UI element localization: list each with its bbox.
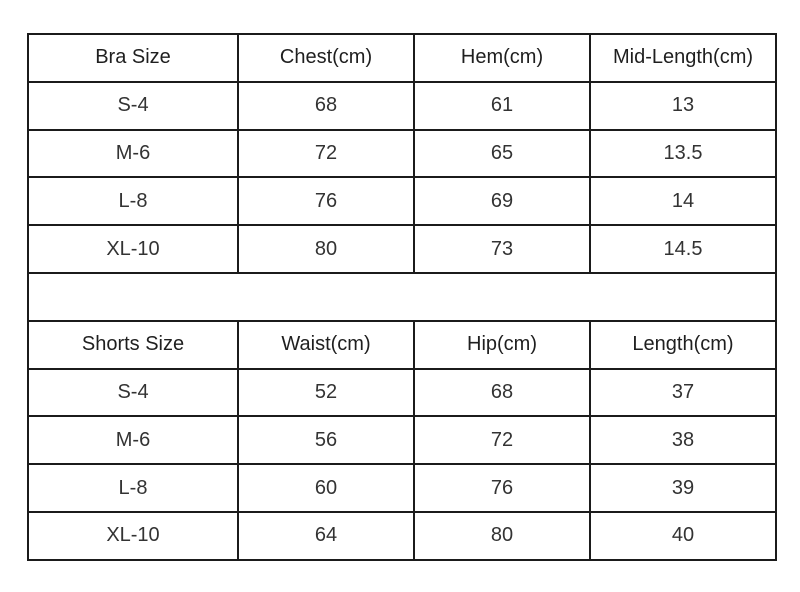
value-cell: 72 xyxy=(237,128,415,179)
value-cell: 13.5 xyxy=(589,128,777,179)
size-cell: M-6 xyxy=(27,415,239,466)
chest-column-header: Chest(cm) xyxy=(237,33,415,83)
size-cell: XL-10 xyxy=(27,224,239,274)
hem-column-header: Hem(cm) xyxy=(413,33,591,83)
mid-length-column-header: Mid-Length(cm) xyxy=(589,33,777,83)
shorts-row-s4: S-4 52 68 37 xyxy=(27,367,777,418)
length-column-header: Length(cm) xyxy=(589,319,777,370)
value-cell: 64 xyxy=(237,510,415,561)
value-cell: 65 xyxy=(413,128,591,179)
value-cell: 68 xyxy=(413,367,591,418)
hip-column-header: Hip(cm) xyxy=(413,319,591,370)
value-cell: 73 xyxy=(413,224,591,274)
value-cell: 52 xyxy=(237,367,415,418)
size-cell: S-4 xyxy=(27,367,239,418)
value-cell: 72 xyxy=(413,415,591,466)
size-cell: L-8 xyxy=(27,176,239,227)
size-cell: L-8 xyxy=(27,463,239,513)
size-cell: S-4 xyxy=(27,80,239,131)
size-chart-table: Bra Size Chest(cm) Hem(cm) Mid-Length(cm… xyxy=(27,33,777,561)
value-cell: 61 xyxy=(413,80,591,131)
shorts-size-column-header: Shorts Size xyxy=(27,319,239,370)
waist-column-header: Waist(cm) xyxy=(237,319,415,370)
value-cell: 60 xyxy=(237,463,415,513)
value-cell: 14 xyxy=(589,176,777,227)
bra-row-s4: S-4 68 61 13 xyxy=(27,80,777,131)
value-cell: 39 xyxy=(589,463,777,513)
bra-row-m6: M-6 72 65 13.5 xyxy=(27,128,777,179)
value-cell: 69 xyxy=(413,176,591,227)
value-cell: 37 xyxy=(589,367,777,418)
spacer-cell xyxy=(27,271,777,322)
value-cell: 38 xyxy=(589,415,777,466)
shorts-header-row: Shorts Size Waist(cm) Hip(cm) Length(cm) xyxy=(27,319,777,370)
value-cell: 80 xyxy=(413,510,591,561)
spacer-row xyxy=(27,271,777,322)
bra-size-column-header: Bra Size xyxy=(27,33,239,83)
bra-header-row: Bra Size Chest(cm) Hem(cm) Mid-Length(cm… xyxy=(27,33,777,83)
value-cell: 40 xyxy=(589,510,777,561)
shorts-row-l8: L-8 60 76 39 xyxy=(27,463,777,513)
value-cell: 56 xyxy=(237,415,415,466)
size-cell: M-6 xyxy=(27,128,239,179)
size-cell: XL-10 xyxy=(27,510,239,561)
shorts-row-m6: M-6 56 72 38 xyxy=(27,415,777,466)
value-cell: 80 xyxy=(237,224,415,274)
value-cell: 68 xyxy=(237,80,415,131)
value-cell: 13 xyxy=(589,80,777,131)
bra-row-l8: L-8 76 69 14 xyxy=(27,176,777,227)
value-cell: 76 xyxy=(237,176,415,227)
shorts-row-xl10: XL-10 64 80 40 xyxy=(27,510,777,561)
value-cell: 76 xyxy=(413,463,591,513)
value-cell: 14.5 xyxy=(589,224,777,274)
bra-row-xl10: XL-10 80 73 14.5 xyxy=(27,224,777,274)
